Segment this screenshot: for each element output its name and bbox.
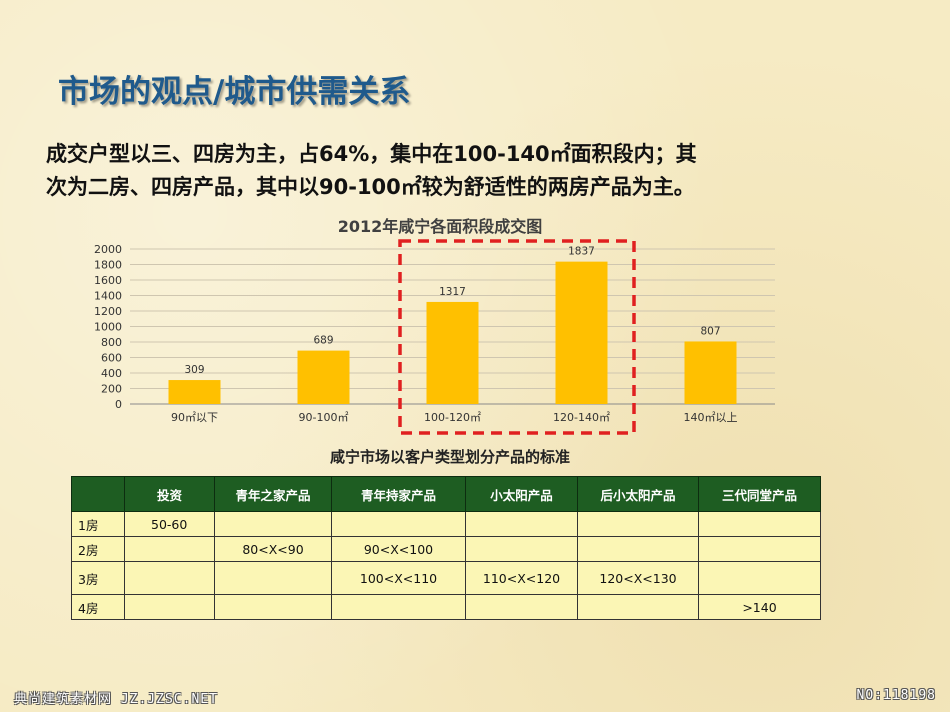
table-cell: 90<X<100: [331, 536, 466, 562]
table-cell: [698, 536, 821, 562]
x-tick-label: 100-120㎡: [424, 411, 481, 424]
data-label: 1317: [439, 286, 466, 298]
chart-title: 2012年咸宁各面积段成交图: [337, 217, 543, 236]
table-header-row: 投资 青年之家产品 青年持家产品 小太阳产品 后小太阳产品 三代同堂产品: [71, 476, 821, 512]
chart-bar: [297, 350, 350, 404]
table-cell: [124, 536, 215, 562]
table-cell: [577, 511, 699, 537]
highlight-dashed-box: [398, 239, 636, 435]
y-tick-label: 1400: [94, 290, 122, 303]
chart-bar: [684, 341, 737, 404]
y-tick-label: 1000: [94, 321, 122, 334]
table-cell: [214, 511, 332, 537]
summary-text: 成交户型以三、四房为主，占64%，集中在100-140㎡面积段内；其 次为二房、…: [46, 138, 926, 204]
y-tick-label: 800: [101, 336, 122, 349]
product-standard-table: 投资 青年之家产品 青年持家产品 小太阳产品 后小太阳产品 三代同堂产品 1房 …: [71, 476, 821, 620]
table-cell: 120<X<130: [577, 561, 699, 595]
y-tick-label: 200: [101, 383, 122, 396]
table-cell: 110<X<120: [465, 561, 578, 595]
y-tick-label: 0: [115, 398, 122, 411]
y-tick-label: 2000: [94, 243, 122, 256]
x-tick-label: 90㎡以下: [171, 411, 218, 424]
table-cell: [465, 594, 578, 620]
table-caption: 咸宁市场以客户类型划分产品的标准: [329, 448, 570, 466]
chart-bar: [426, 301, 479, 404]
table-cell: [331, 594, 466, 620]
table-cell: [698, 561, 821, 595]
table-cell: 100<X<110: [331, 561, 466, 595]
table-row: 4房 >140: [71, 594, 821, 620]
table-cell: [214, 594, 332, 620]
page-title: 市场的观点/城市供需关系: [58, 74, 411, 110]
y-tick-label: 1600: [94, 274, 122, 287]
row-header-cell: 1房: [71, 511, 125, 537]
watermark-site: 典尚建筑素材网 JZ.JZSC.NET: [14, 692, 218, 707]
y-tick-label: 600: [101, 352, 122, 365]
chart-bar: [168, 380, 221, 404]
table-cell: [331, 511, 466, 537]
table-header-cell: 投资: [124, 476, 215, 512]
table-header-cell: 三代同堂产品: [698, 476, 821, 512]
table-header-cell: 后小太阳产品: [577, 476, 699, 512]
table-cell: [698, 511, 821, 537]
table-cell: [577, 594, 699, 620]
row-header-cell: 4房: [71, 594, 125, 620]
summary-line-2: 次为二房、四房产品，其中以90-100㎡较为舒适性的两房产品为主。: [46, 175, 695, 199]
y-tick-label: 1200: [94, 305, 122, 318]
table-header-cell: 小太阳产品: [465, 476, 578, 512]
chart-bar: [555, 261, 608, 404]
row-header-cell: 3房: [71, 561, 125, 595]
y-tick-label: 1800: [94, 259, 122, 272]
bar-chart: 0 200 400 600 800 1000 1200 1400 1600 1800 2000 309…: [94, 239, 775, 435]
row-header-cell: 2房: [71, 536, 125, 562]
table-cell: [214, 561, 332, 595]
data-label: 689: [313, 335, 333, 347]
data-label: 807: [700, 325, 720, 337]
table-cell: [465, 511, 578, 537]
x-tick-label: 140㎡以上: [684, 411, 738, 424]
x-tick-label: 90-100㎡: [299, 411, 349, 424]
summary-line-1: 成交户型以三、四房为主，占64%，集中在100-140㎡面积段内；其: [46, 142, 697, 166]
table-cell: [577, 536, 699, 562]
x-tick-label: 120-140㎡: [553, 411, 610, 424]
data-label: 309: [184, 364, 204, 376]
watermark-number: NO:118198: [856, 688, 936, 703]
table-header-cell: 青年之家产品: [214, 476, 332, 512]
table-cell: [124, 561, 215, 595]
table-cell: 50-60: [124, 511, 215, 537]
table-cell: [465, 536, 578, 562]
y-tick-label: 400: [101, 367, 122, 380]
table-row: 2房 80<X<90 90<X<100: [71, 536, 821, 562]
table-cell: >140: [698, 594, 821, 620]
table-cell: 80<X<90: [214, 536, 332, 562]
table-row: 3房 100<X<110 110<X<120 120<X<130: [71, 561, 821, 595]
table-row: 1房 50-60: [71, 511, 821, 537]
table-cell: [124, 594, 215, 620]
data-label: 1837: [568, 246, 595, 258]
table-header-cell: 青年持家产品: [331, 476, 466, 512]
table-header-cell: [71, 476, 125, 512]
